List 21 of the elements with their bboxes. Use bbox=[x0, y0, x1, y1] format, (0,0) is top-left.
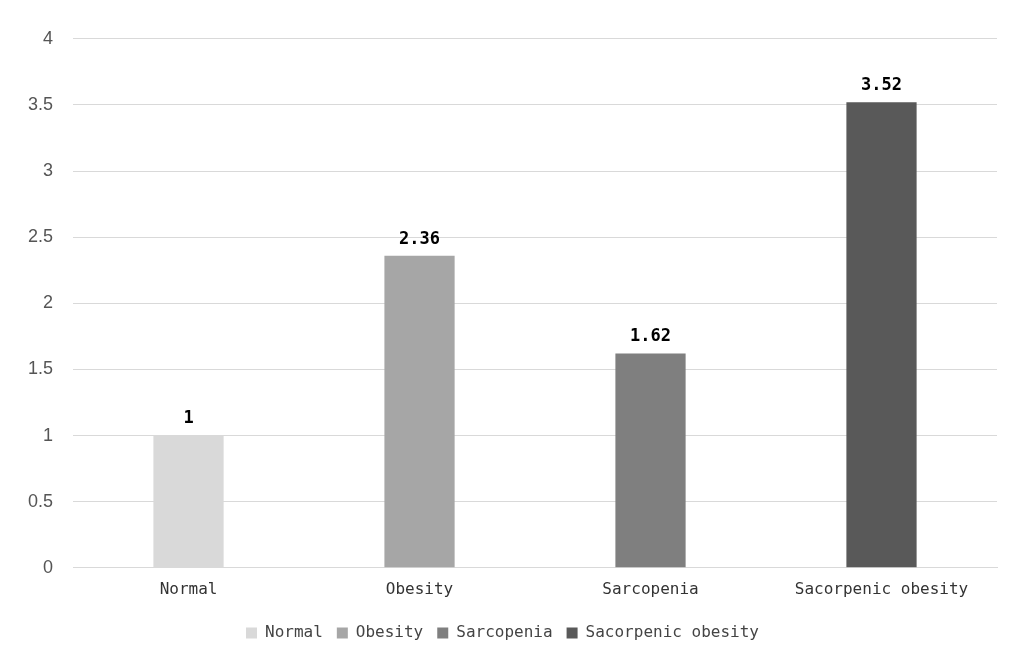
x-tick-label: Sacorpenic obesity bbox=[794, 578, 969, 598]
legend-label: Obesity bbox=[355, 622, 424, 642]
data-label: 3.52 bbox=[861, 74, 902, 95]
x-tick-label: Normal bbox=[159, 578, 218, 598]
data-label: 1.62 bbox=[630, 325, 671, 346]
y-tick-label: 3.5 bbox=[27, 93, 54, 114]
y-tick-label: 1 bbox=[43, 424, 54, 445]
data-label: 1 bbox=[183, 407, 194, 428]
legend-label: Sacorpenic obesity bbox=[585, 622, 760, 642]
y-tick-label: 4 bbox=[43, 27, 54, 48]
y-tick-label: 2 bbox=[43, 292, 54, 313]
y-tick-label: 0.5 bbox=[27, 490, 54, 511]
y-tick-label: 2.5 bbox=[27, 226, 54, 247]
legend-label: Normal bbox=[265, 622, 323, 642]
y-tick-label: 3 bbox=[43, 160, 54, 181]
y-tick-label: 1.5 bbox=[27, 358, 54, 379]
y-tick-label: 0 bbox=[43, 556, 54, 577]
legend-label: Sarcopenia bbox=[456, 622, 553, 642]
x-tick-label: Obesity bbox=[385, 578, 454, 598]
x-tick-label: Sarcopenia bbox=[602, 578, 699, 598]
data-label: 2.36 bbox=[399, 227, 440, 248]
